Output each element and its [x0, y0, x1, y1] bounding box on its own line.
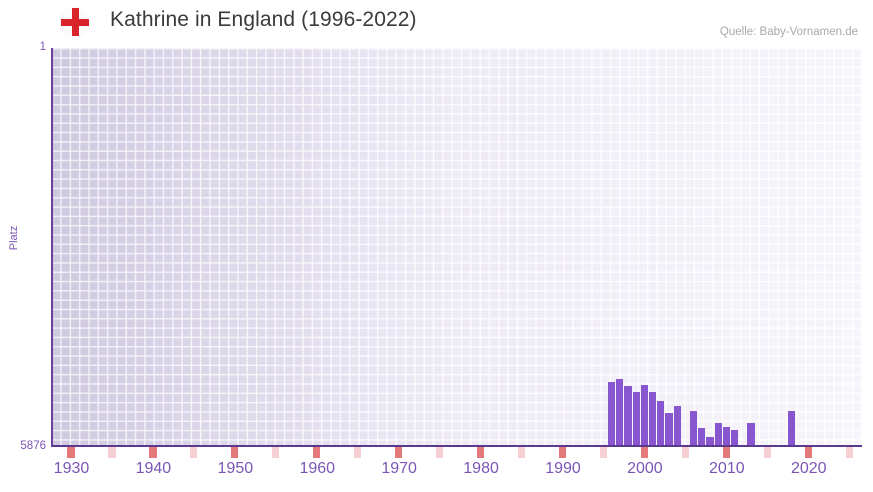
plot-grid: [51, 48, 862, 447]
bar-1997[interactable]: [616, 379, 624, 446]
x-tick-1965: [354, 447, 362, 458]
plot-area: 1930 1940 1950 1960 1970 1980 1990 2000 2010 2020: [51, 48, 862, 477]
bar-2004[interactable]: [673, 406, 681, 446]
x-tick-1940: [149, 447, 157, 458]
bar-2007[interactable]: [698, 428, 706, 446]
bar-2018[interactable]: [788, 411, 796, 446]
y-axis-max-label: 1: [39, 41, 46, 53]
bar-2006[interactable]: [689, 411, 698, 446]
x-axis-label-2020: 2020: [790, 460, 827, 477]
x-tick-1945: [190, 447, 198, 458]
bar-2009[interactable]: [714, 423, 722, 446]
x-tick-1950: [231, 447, 239, 458]
x-axis-label-1980: 1980: [463, 460, 499, 477]
bar-series: [51, 48, 862, 447]
x-axis-label-1940: 1940: [135, 460, 172, 477]
bar-2011[interactable]: [730, 430, 739, 446]
x-tick-2025: [845, 447, 853, 458]
chart-header: Kathrine in England (1996-2022) Quelle: …: [0, 0, 873, 44]
x-axis-label-1970: 1970: [381, 460, 417, 477]
x-axis-label-1960: 1960: [299, 460, 336, 477]
bar-2002[interactable]: [657, 401, 665, 446]
flag-cross-vertical: [71, 8, 79, 36]
x-tick-1955: [272, 447, 280, 458]
x-tick-2005: [681, 447, 689, 458]
x-tick-2000: [640, 447, 649, 458]
x-axis-labels: 1930 1940 1950 1960 1970 1980 1990 2000 2010 2020: [51, 460, 862, 486]
chart-source: Quelle: Baby-Vornamen.de: [719, 26, 858, 38]
bar-2000[interactable]: [640, 385, 649, 446]
x-tick-1985: [517, 447, 526, 458]
x-tick-2015: [763, 447, 771, 458]
bar-1998[interactable]: [624, 386, 632, 446]
x-tick-2020: [804, 447, 812, 458]
bar-2001[interactable]: [649, 392, 657, 446]
x-axis-ticks: [51, 447, 862, 458]
x-tick-1960: [313, 447, 321, 458]
bar-1996[interactable]: [608, 382, 616, 446]
x-tick-1980: [476, 447, 485, 458]
x-tick-1995: [599, 447, 608, 458]
england-flag-icon: [59, 6, 91, 38]
x-axis-line: [51, 445, 862, 447]
x-axis-label-1930: 1930: [53, 460, 90, 477]
x-axis-label-2000: 2000: [627, 460, 663, 477]
bar-2003[interactable]: [665, 413, 673, 446]
bar-2010[interactable]: [722, 427, 730, 446]
bar-1999[interactable]: [632, 392, 640, 446]
x-axis-label-2010: 2010: [709, 460, 745, 477]
x-tick-2010: [722, 447, 730, 458]
x-tick-1930: [67, 447, 75, 458]
x-tick-1975: [436, 447, 444, 458]
x-axis-label-1950: 1950: [217, 460, 254, 477]
bar-2008[interactable]: [706, 437, 714, 446]
x-axis-label-1990: 1990: [545, 460, 581, 477]
x-tick-1970: [395, 447, 403, 458]
x-tick-1990: [558, 447, 567, 458]
y-axis-min-label: 5876: [20, 440, 46, 452]
y-axis-line: [51, 48, 53, 447]
bar-2013[interactable]: [747, 423, 755, 446]
chart-title: Kathrine in England (1996-2022): [110, 8, 417, 31]
y-axis-title: Platz: [8, 225, 20, 251]
x-tick-1935: [108, 447, 116, 458]
